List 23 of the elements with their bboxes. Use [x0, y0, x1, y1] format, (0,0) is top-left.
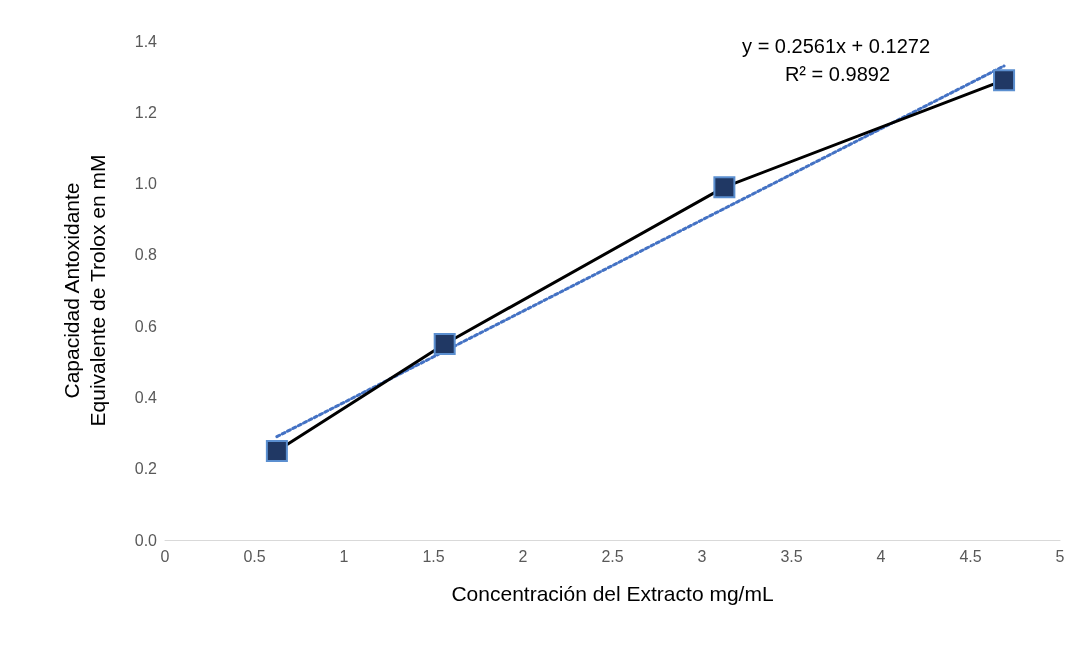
- y-tick-label: 1.2: [134, 103, 158, 121]
- x-tick-label: 2: [518, 547, 528, 565]
- x-tick-label: 4.5: [959, 547, 982, 565]
- y-tick-label: 0.8: [134, 246, 158, 264]
- y-axis-title: Capacidad Antoxidante Equivalente de Trolox en mM: [59, 154, 109, 427]
- x-tick-label: 1: [339, 547, 349, 565]
- x-tick-label: 0.5: [243, 547, 266, 565]
- x-tick-label: 3: [697, 547, 707, 565]
- y-tick-label: 0.6: [134, 317, 158, 335]
- x-axis-title: Concentración del Extracto mg/mL: [451, 581, 774, 605]
- y-tick-label: 0.4: [134, 388, 158, 406]
- y-tick-label: 0.2: [134, 460, 158, 478]
- x-tick-label: 0: [160, 547, 170, 565]
- x-tick-label: 5: [1055, 547, 1065, 565]
- y-tick-label: 1.0: [134, 175, 158, 193]
- annotation: R² = 0.9892: [784, 63, 891, 85]
- y-tick-label: 0.0: [134, 531, 158, 549]
- x-tick-label: 4: [876, 547, 886, 565]
- x-tick-label: 1.5: [422, 547, 445, 565]
- annotation: y = 0.2561x + 0.1272: [742, 35, 931, 57]
- y-tick-label: 1.4: [134, 32, 158, 50]
- x-tick-label: 3.5: [780, 547, 803, 565]
- x-tick-label: 2.5: [601, 547, 624, 565]
